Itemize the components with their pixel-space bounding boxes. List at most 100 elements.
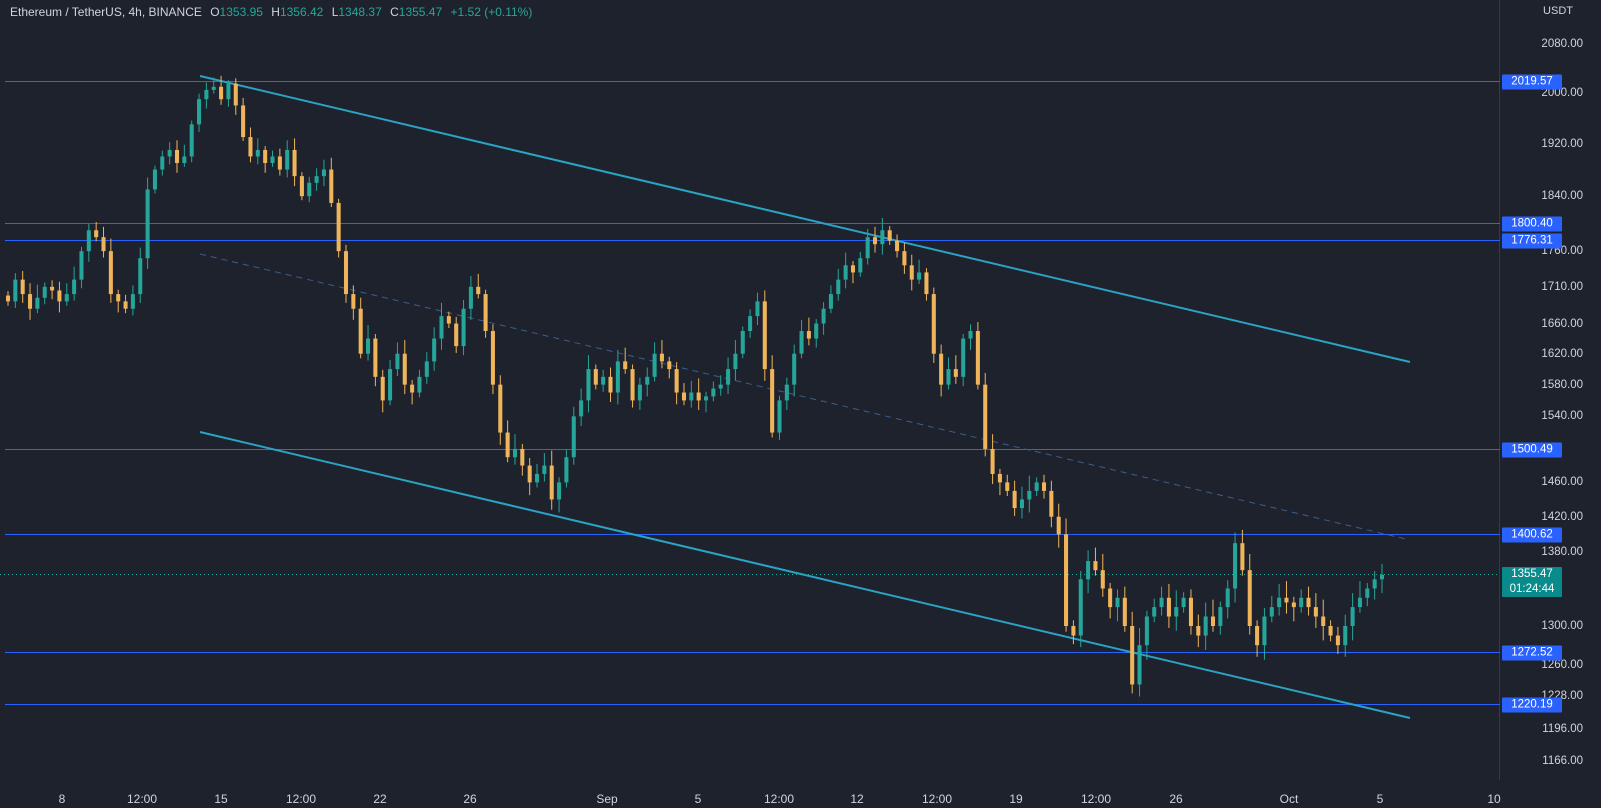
candle-body[interactable]: [961, 338, 966, 377]
candle-body[interactable]: [204, 89, 209, 100]
candle-body[interactable]: [1240, 543, 1245, 571]
candle-body[interactable]: [997, 473, 1002, 483]
candle-body[interactable]: [880, 230, 885, 245]
candle-body[interactable]: [1041, 482, 1047, 491]
candle-body[interactable]: [145, 189, 150, 259]
candle-body[interactable]: [373, 338, 378, 377]
candle-body[interactable]: [1328, 626, 1333, 636]
candle-body[interactable]: [1247, 570, 1252, 626]
candle-body[interactable]: [1093, 561, 1098, 571]
candle-body[interactable]: [446, 316, 451, 324]
candle-body[interactable]: [410, 384, 415, 393]
candle-body[interactable]: [535, 473, 540, 483]
candle-body[interactable]: [696, 392, 701, 401]
candle-body[interactable]: [1210, 616, 1216, 626]
candle-body[interactable]: [299, 176, 304, 197]
candle-body[interactable]: [1086, 561, 1091, 580]
candle-body[interactable]: [1313, 607, 1318, 617]
candle-body[interactable]: [116, 294, 121, 302]
candle-body[interactable]: [1108, 588, 1113, 608]
candle-body[interactable]: [1291, 602, 1296, 608]
candle-body[interactable]: [1284, 597, 1289, 603]
candle-body[interactable]: [1137, 645, 1142, 685]
candle-body[interactable]: [865, 237, 870, 259]
candle-body[interactable]: [152, 169, 157, 190]
candle-body[interactable]: [895, 240, 900, 252]
candle-body[interactable]: [975, 331, 980, 385]
candle-body[interactable]: [917, 272, 922, 280]
candle-body[interactable]: [1233, 543, 1238, 589]
candle-body[interactable]: [182, 156, 187, 163]
candle-body[interactable]: [1188, 597, 1193, 626]
candle-body[interactable]: [821, 308, 826, 324]
candle-body[interactable]: [990, 448, 995, 474]
candle-body[interactable]: [277, 156, 282, 170]
candle-body[interactable]: [1225, 588, 1230, 608]
candle-body[interactable]: [740, 331, 745, 354]
candle-body[interactable]: [13, 279, 18, 302]
candle-body[interactable]: [718, 384, 723, 389]
candle-body[interactable]: [777, 400, 782, 433]
candle-body[interactable]: [1174, 607, 1179, 617]
candle-body[interactable]: [439, 316, 444, 339]
candle-body[interactable]: [211, 86, 216, 90]
candle-body[interactable]: [1019, 499, 1024, 509]
candle-body[interactable]: [366, 338, 371, 354]
candle-body[interactable]: [343, 251, 349, 295]
candle-body[interactable]: [57, 290, 62, 302]
candle-body[interactable]: [189, 124, 194, 157]
candle-body[interactable]: [711, 388, 716, 397]
candle-body[interactable]: [5, 295, 11, 302]
candle-body[interactable]: [101, 237, 106, 252]
candle-body[interactable]: [130, 294, 135, 309]
candle-body[interactable]: [762, 301, 767, 370]
candle-body[interactable]: [1130, 626, 1135, 685]
candle-body[interactable]: [1078, 579, 1083, 636]
candle-body[interactable]: [630, 369, 635, 401]
candle-body[interactable]: [388, 369, 393, 401]
candle-body[interactable]: [549, 465, 554, 500]
candle-body[interactable]: [468, 286, 473, 309]
candle-body[interactable]: [564, 457, 569, 483]
candle-body[interactable]: [726, 369, 731, 385]
candle-body[interactable]: [226, 83, 231, 100]
candle-body[interactable]: [1144, 616, 1149, 646]
candle-body[interactable]: [828, 294, 833, 309]
candle-body[interactable]: [1122, 597, 1127, 626]
candle-body[interactable]: [674, 369, 679, 393]
candle-body[interactable]: [483, 294, 488, 332]
candle-body[interactable]: [983, 384, 988, 449]
candle-body[interactable]: [219, 86, 224, 100]
candle-body[interactable]: [770, 369, 775, 433]
candle-body[interactable]: [814, 323, 819, 339]
candle-body[interactable]: [1159, 597, 1164, 608]
candle-body[interactable]: [402, 353, 407, 385]
candle-body[interactable]: [285, 149, 290, 170]
candle-body[interactable]: [615, 361, 620, 393]
candle-body[interactable]: [1071, 626, 1076, 636]
candle-body[interactable]: [586, 369, 591, 401]
candle-body[interactable]: [358, 308, 363, 354]
candle-body[interactable]: [748, 316, 753, 332]
candle-body[interactable]: [799, 331, 804, 354]
candle-body[interactable]: [902, 251, 907, 266]
candle-body[interactable]: [505, 432, 510, 458]
candle-body[interactable]: [314, 176, 319, 183]
candle-body[interactable]: [1181, 597, 1186, 608]
candle-body[interactable]: [872, 237, 878, 245]
candle-body[interactable]: [593, 369, 598, 385]
candle-body[interactable]: [336, 202, 341, 252]
candle-body[interactable]: [681, 392, 686, 401]
candle-body[interactable]: [42, 286, 47, 298]
candle-body[interactable]: [1299, 597, 1304, 608]
candle-body[interactable]: [1100, 570, 1105, 589]
candle-body[interactable]: [527, 465, 532, 483]
candle-body[interactable]: [490, 331, 495, 385]
candle-body[interactable]: [1262, 616, 1267, 646]
candle-body[interactable]: [20, 279, 25, 295]
candle-body[interactable]: [704, 396, 709, 401]
candle-body[interactable]: [123, 301, 128, 309]
candle-body[interactable]: [160, 156, 165, 170]
candle-body[interactable]: [968, 331, 973, 339]
channel-upper-line[interactable]: [199, 75, 1411, 363]
